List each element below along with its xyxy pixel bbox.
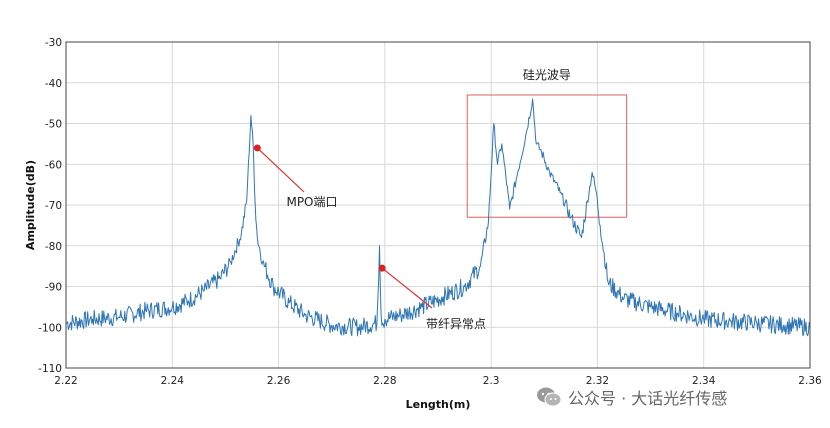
- y-tick-label: -70: [45, 200, 62, 212]
- y-tick-label: -90: [45, 282, 62, 294]
- mpo-marker: [253, 144, 261, 152]
- mpo-leader-line: [256, 147, 305, 193]
- annotation-box-layer: [466, 94, 628, 218]
- x-tick-label: 2.36: [798, 375, 822, 387]
- grid: [66, 42, 810, 368]
- anomaly-leader-line: [381, 267, 433, 309]
- y-tick-label: -110: [38, 363, 62, 375]
- watermark: 公众号 · 大话光纤传感: [536, 384, 727, 410]
- x-tick-label: 2.32: [586, 375, 609, 387]
- callout-layer: [253, 144, 433, 309]
- y-tick-label: -50: [45, 119, 62, 131]
- anomaly-marker: [378, 264, 386, 272]
- x-axis-title: Length(m): [406, 398, 471, 411]
- watermark-text: 公众号 · 大话光纤传感: [568, 389, 728, 408]
- y-tick-label: -80: [45, 241, 62, 253]
- plot-frame: [65, 41, 811, 369]
- wechat-icon: [537, 387, 562, 407]
- y-tick-label: -30: [45, 37, 62, 49]
- annotation-box: [466, 94, 628, 218]
- x-tick-labels: 2.22 2.24 2.26 2.28 2.3 2.32 2.34 2.36: [54, 375, 822, 387]
- amplitude-trace: [66, 98, 811, 337]
- x-tick-label: 2.26: [267, 375, 291, 387]
- x-tick-label: 2.28: [373, 375, 396, 387]
- y-tick-labels: -30 -40 -50 -60 -70 -80 -90 -100 -110: [38, 37, 62, 375]
- x-tick-label: 2.24: [161, 375, 185, 387]
- x-tick-label: 2.3: [483, 375, 500, 387]
- y-tick-label: -60: [45, 159, 62, 171]
- annotation-silicon-waveguide: 硅光波导: [523, 68, 571, 82]
- annotation-fiber-anomaly: 带纤异常点: [426, 317, 486, 331]
- y-axis-title: Amplitude(dB): [24, 160, 37, 250]
- y-tick-label: -100: [38, 322, 62, 334]
- annotation-mpo-port: MPO端口: [286, 195, 337, 209]
- x-tick-label: 2.22: [54, 375, 77, 387]
- trace-layer: [66, 98, 811, 337]
- x-tick-label: 2.34: [692, 375, 716, 387]
- y-tick-label: -40: [45, 78, 62, 90]
